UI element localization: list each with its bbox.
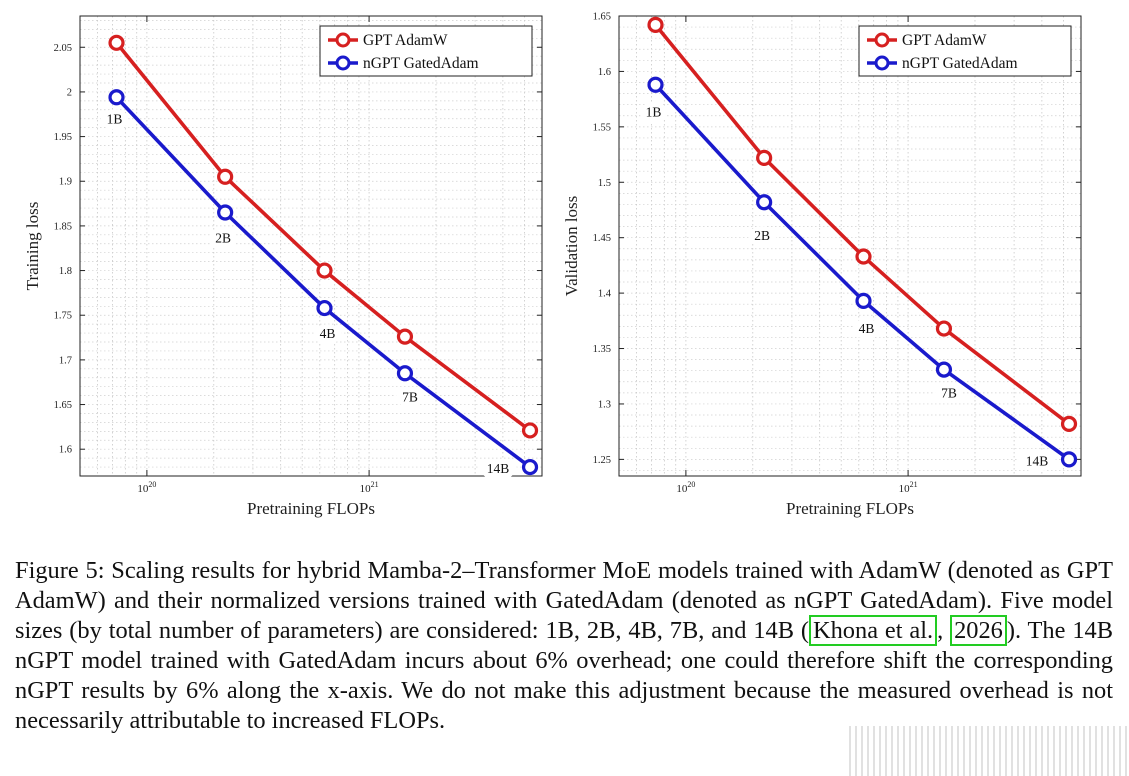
legend-label: GPT AdamW: [363, 32, 448, 49]
data-point: [756, 194, 773, 211]
y-axis-label: Training loss: [23, 202, 42, 291]
y-tick-label: 2.05: [54, 43, 72, 54]
point-label-1B: 1B: [107, 111, 123, 126]
data-point: [1060, 451, 1078, 468]
point-label-2B: 2B: [754, 228, 770, 243]
legend-label: GPT AdamW: [902, 32, 987, 49]
plot-area: [619, 16, 1081, 476]
point-label-backdrop: [395, 387, 424, 408]
point-label-14B: 14B: [487, 461, 510, 476]
y-tick-label: 1.3: [598, 399, 611, 410]
caption-text-end: ). The 14B nGPT model trained with Gated…: [15, 617, 1113, 734]
point-label-backdrop: [479, 459, 518, 480]
legend-label: nGPT GatedAdam: [902, 55, 1018, 72]
x-tick-label: 1021: [360, 480, 379, 495]
y-tick-label: 1.7: [59, 355, 72, 366]
y-tick-label: 1.75: [54, 311, 72, 322]
point-label-backdrop: [100, 109, 129, 130]
data-point: [855, 248, 872, 265]
figure-caption: Figure 5: Scaling results for hybrid Mam…: [15, 556, 1113, 736]
y-tick-label: 1.8: [59, 266, 72, 277]
data-point: [217, 168, 234, 185]
x-axis-label: Pretraining FLOPs: [247, 499, 375, 518]
point-label-7B: 7B: [941, 386, 957, 401]
y-tick-label: 1.25: [593, 455, 611, 466]
y-tick-label: 1.55: [593, 122, 611, 133]
caption-comma: ,: [937, 617, 951, 644]
x-tick-label: 1020: [676, 480, 695, 495]
chart-panel-right: 1.25 1.3 1.35 1.4 1.45 1.5 1.55 1.6 1.65 1020 1021…: [562, 12, 1082, 518]
y-tick-label: 2: [67, 87, 72, 98]
y-tick-label: 1.85: [54, 221, 72, 232]
data-point: [855, 292, 872, 309]
data-point: [396, 328, 414, 345]
data-point: [647, 16, 664, 33]
figure-charts: 1.6 1.65 1.7 1.75 1.8 1.85 1.9 1.95 2 2.05 1020 102…: [23, 12, 1082, 518]
data-point: [647, 76, 664, 93]
x-tick-label: 1021: [899, 480, 918, 495]
legend: GPT AdamW nGPT GatedAdam: [319, 25, 533, 77]
legend-box: [858, 25, 1072, 77]
legend-swatch-marker: [874, 32, 890, 48]
y-tick-label: 1.65: [54, 400, 72, 411]
blurred-overlay: [845, 726, 1129, 776]
data-point: [316, 299, 333, 317]
point-label-14B: 14B: [1026, 453, 1049, 468]
y-tick-label: 1.5: [598, 178, 611, 189]
point-label-2B: 2B: [215, 231, 231, 246]
x-axis-label: Pretraining FLOPs: [786, 499, 914, 518]
data-point: [108, 34, 125, 51]
y-tick-label: 1.6: [59, 445, 72, 456]
data-point: [935, 320, 953, 337]
legend-swatch-marker: [335, 32, 351, 48]
point-label-4B: 4B: [320, 326, 336, 341]
y-tick-label: 1.65: [593, 12, 611, 23]
y-tick-label: 1.95: [54, 132, 72, 143]
data-point: [217, 204, 234, 221]
point-label-backdrop: [934, 383, 963, 404]
data-point: [316, 262, 333, 279]
point-label-7B: 7B: [402, 389, 418, 404]
data-point: [935, 361, 953, 378]
citation-year-link[interactable]: 2026: [950, 615, 1007, 646]
point-label-backdrop: [852, 318, 881, 339]
grid-lines: [79, 16, 543, 477]
data-point: [521, 422, 539, 439]
axes-frame: [79, 15, 543, 477]
point-label-backdrop: [748, 226, 777, 247]
legend: GPT AdamW nGPT GatedAdam: [858, 25, 1072, 77]
legend-label: nGPT GatedAdam: [363, 55, 479, 72]
data-point: [396, 365, 414, 382]
legend-box: [319, 25, 533, 77]
x-tick-label: 1020: [137, 480, 156, 495]
y-tick-label: 1.35: [593, 344, 611, 355]
point-label-1B: 1B: [646, 105, 662, 120]
citation-author-link[interactable]: Khona et al.: [809, 615, 938, 646]
data-point: [756, 149, 773, 166]
y-tick-label: 1.9: [59, 177, 72, 188]
chart-panel-left: 1.6 1.65 1.7 1.75 1.8 1.85 1.9 1.95 2 2.05 1020 102…: [23, 15, 543, 518]
point-label-backdrop: [313, 324, 342, 345]
y-tick-label: 1.45: [593, 233, 611, 244]
point-label-4B: 4B: [859, 321, 875, 336]
y-axis-label: Validation loss: [562, 196, 581, 297]
axes-frame: [618, 15, 1082, 477]
caption-text-start: Figure 5: Scaling results for hybrid Mam…: [15, 557, 1113, 644]
point-label-backdrop: [639, 102, 668, 123]
legend-swatch-marker: [335, 55, 351, 71]
point-label-backdrop: [209, 228, 238, 249]
y-tick-label: 1.4: [598, 289, 612, 300]
y-tick-label: 1.6: [598, 67, 611, 78]
data-point: [108, 89, 125, 106]
point-label-backdrop: [1018, 451, 1057, 472]
legend-swatch-marker: [874, 55, 890, 71]
data-point: [1060, 415, 1078, 433]
data-point: [521, 458, 539, 476]
